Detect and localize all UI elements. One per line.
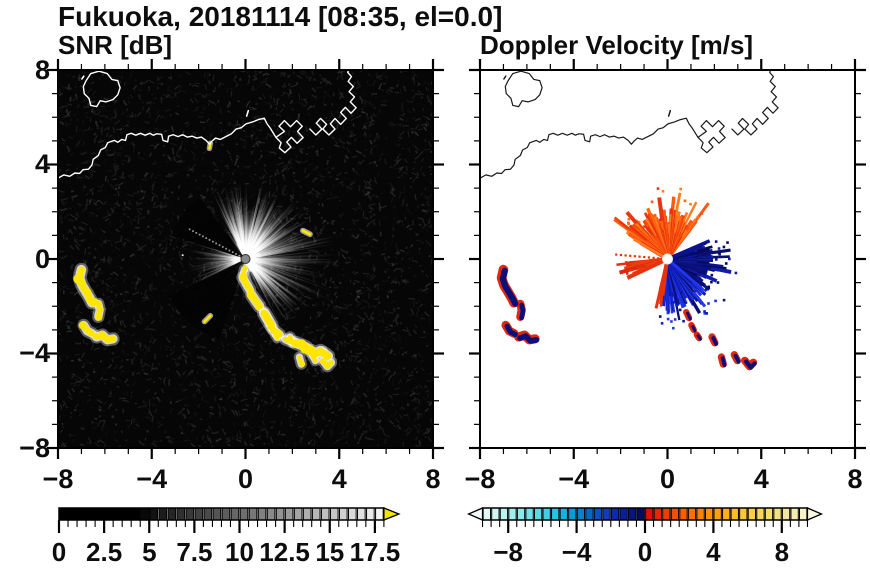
velocity-colorbar-label: −8 [493,537,524,567]
panel-title-snr: SNR [dB] [58,30,173,60]
velocity-colorbar-label: 0 [637,537,653,567]
x-tick-label: 4 [753,464,769,494]
x-tick-label: 8 [847,464,863,494]
snr-colorbar-label: 2.5 [86,537,123,567]
velocity-colorbar-label: −4 [561,537,592,567]
x-tick-label: 4 [331,464,347,494]
velocity-colorbar-label: 8 [774,537,790,567]
snr-colorbar-label: 10 [225,537,254,567]
snr-colorbar-label: 5 [142,537,157,567]
x-tick-label: 8 [425,464,441,494]
y-tick-label: −4 [19,338,50,368]
x-tick-label: −8 [42,464,74,494]
y-tick-label: −8 [19,433,50,463]
x-tick-label: −8 [464,464,496,494]
y-tick-label: 0 [34,244,50,274]
snr-colorbar-label: 7.5 [176,537,213,567]
y-tick-label: 8 [34,55,50,85]
x-tick-label: 0 [659,464,676,494]
panel-title-velocity: Doppler Velocity [m/s] [480,30,754,60]
x-tick-label: −4 [558,464,590,494]
snr-colorbar-label: 0 [51,537,67,567]
x-tick-label: 0 [237,464,254,494]
snr-colorbar-label: 12.5 [259,537,310,567]
x-tick-label: −4 [136,464,168,494]
snr-colorbar-label: 17.5 [349,537,401,567]
snr-colorbar-label: 15 [315,537,345,567]
y-tick-label: 4 [34,149,50,179]
figure-title: Fukuoka, 20181114 [08:35, el=0.0] [58,1,503,32]
velocity-colorbar-label: 4 [706,537,721,567]
